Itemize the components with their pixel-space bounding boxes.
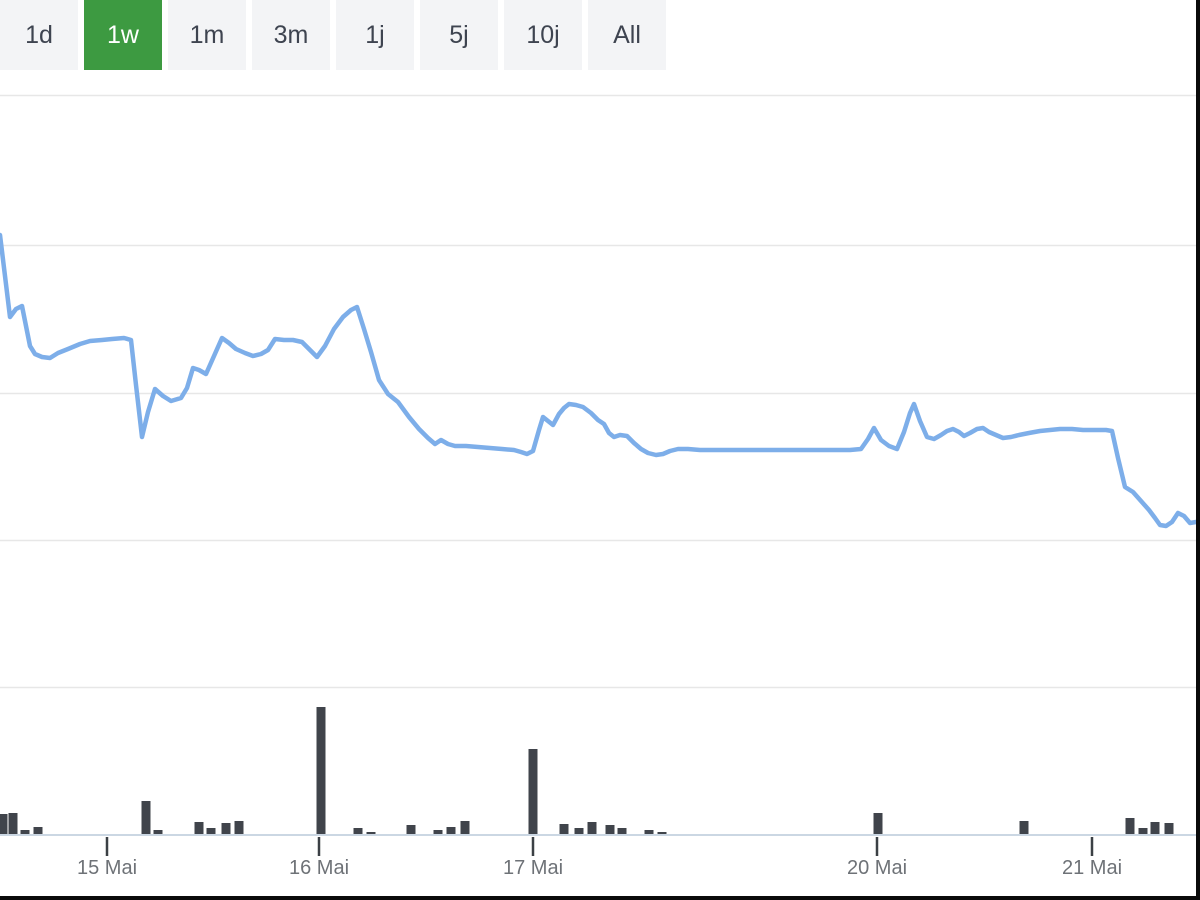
x-axis-label: 16 Mai	[289, 857, 349, 879]
volume-bar	[528, 749, 538, 835]
tab-1m[interactable]: 1m	[168, 0, 246, 70]
x-axis-label: 17 Mai	[503, 857, 563, 879]
tab-1j[interactable]: 1j	[336, 0, 414, 70]
volume-bar	[644, 830, 654, 835]
volume-bar	[1019, 821, 1029, 835]
volume-bar	[20, 830, 30, 835]
volume-bar	[1150, 822, 1160, 835]
tab-1w[interactable]: 1w	[84, 0, 162, 70]
volume-bar	[1164, 823, 1174, 835]
volume-bar	[587, 822, 597, 835]
volume-bar	[8, 813, 18, 835]
volume-bar	[574, 828, 584, 835]
volume-bar	[141, 801, 151, 835]
crop-border-right	[1196, 0, 1200, 900]
volume-bar	[0, 814, 8, 835]
tab-3m[interactable]: 3m	[252, 0, 330, 70]
range-tabbar: 1d 1w 1m 3m 1j 5j 10j All	[0, 0, 666, 70]
price-line	[0, 232, 1199, 529]
volume-bar	[617, 828, 627, 835]
x-axis-label: 20 Mai	[847, 857, 907, 879]
volume-bar	[873, 813, 883, 835]
volume-bar	[353, 828, 363, 835]
tab-1d[interactable]: 1d	[0, 0, 78, 70]
volume-bar	[221, 823, 231, 835]
volume-bar	[194, 822, 204, 835]
volume-bar	[1125, 818, 1135, 835]
tab-10j[interactable]: 10j	[504, 0, 582, 70]
volume-bar	[605, 825, 615, 835]
volume-bar	[657, 832, 667, 835]
volume-bar	[433, 830, 443, 835]
volume-bar	[153, 830, 163, 835]
volume-bar	[446, 827, 456, 835]
volume-bar	[206, 828, 216, 835]
volume-bar	[559, 824, 569, 835]
volume-bar	[366, 832, 376, 835]
volume-bar	[406, 825, 416, 835]
volume-bar	[33, 827, 43, 835]
volume-bar	[316, 707, 326, 835]
tab-all[interactable]: All	[588, 0, 666, 70]
crop-border-bottom	[0, 896, 1200, 900]
x-axis-label: 21 Mai	[1062, 857, 1122, 879]
x-axis-label: 15 Mai	[77, 857, 137, 879]
volume-bar	[1138, 828, 1148, 835]
tab-5j[interactable]: 5j	[420, 0, 498, 70]
volume-bar	[234, 821, 244, 835]
volume-bar	[460, 821, 470, 835]
